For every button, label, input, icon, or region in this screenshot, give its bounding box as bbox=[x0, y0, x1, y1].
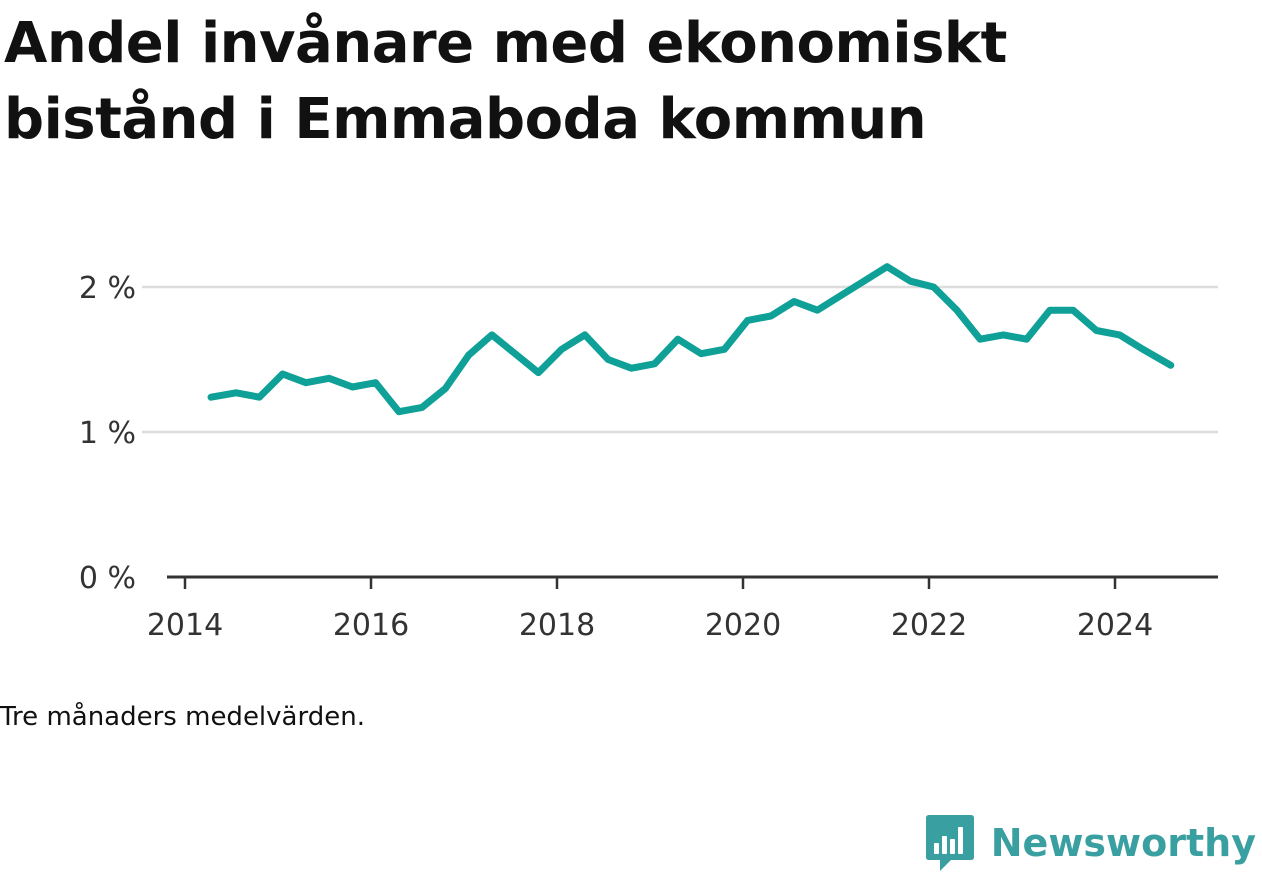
x-tick-label: 2024 bbox=[1077, 608, 1153, 643]
gridlines bbox=[142, 285, 1218, 434]
x-tick-label: 2014 bbox=[147, 608, 223, 643]
line-chart: 2014 2016 2018 2020 2022 2024 0 % 1 % 2 % bbox=[79, 263, 1218, 643]
y-tick-label: 0 % bbox=[79, 561, 136, 596]
series-layer bbox=[207, 263, 1175, 416]
chart-note: Tre månaders medelvärden. bbox=[0, 702, 365, 732]
y-tick-label: 2 % bbox=[79, 271, 136, 306]
brand-name: Newsworthy bbox=[990, 821, 1256, 865]
x-tick-label: 2016 bbox=[333, 608, 409, 643]
x-tick-label: 2018 bbox=[519, 608, 595, 643]
chart-title: Andel invånare med ekonomiskt bistånd i … bbox=[4, 11, 1007, 152]
y-tick-label: 1 % bbox=[79, 416, 136, 451]
x-tick-label: 2020 bbox=[705, 608, 781, 643]
series-line bbox=[207, 263, 1175, 416]
brand[interactable]: Newsworthy bbox=[925, 813, 1256, 873]
x-tick-label: 2022 bbox=[891, 608, 967, 643]
x-axis: 2014 2016 2018 2020 2022 2024 bbox=[147, 575, 1218, 643]
newsworthy-logo-icon bbox=[925, 815, 974, 871]
y-axis-labels: 0 % 1 % 2 % bbox=[79, 271, 136, 596]
